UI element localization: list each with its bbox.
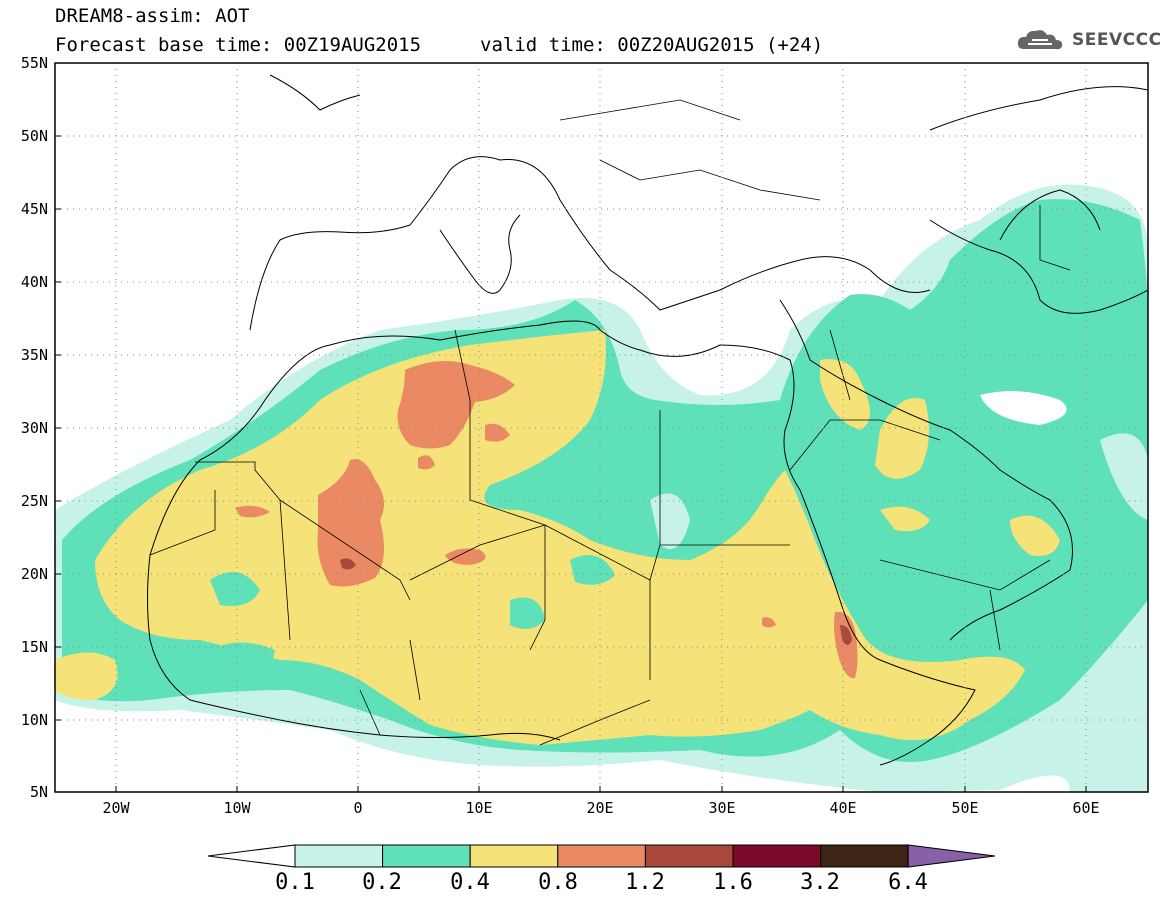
lon-label: 20E — [586, 799, 613, 817]
lat-label: 15N — [21, 638, 48, 656]
lat-label: 45N — [21, 200, 48, 218]
aot-level-0.8 — [397, 361, 515, 449]
forecast-base-time: Forecast base time: 00Z19AUG2015 — [55, 34, 422, 56]
lat-label: 25N — [21, 492, 48, 510]
colorbar-label: 0.2 — [362, 870, 402, 895]
colorbar-swatch — [557, 844, 646, 868]
colorbar-arrow-high — [907, 844, 996, 868]
map-title: DREAM8-assim: AOT — [55, 5, 250, 27]
colorbar-swatch — [644, 844, 734, 868]
aot-field — [55, 63, 1148, 792]
colorbar-label: 6.4 — [888, 870, 928, 895]
colorbar-label: 0.8 — [538, 870, 578, 895]
lat-label: 10N — [21, 711, 48, 729]
lat-labels: 55N 50N 45N 40N 35N 30N 25N 20N 15N 10N … — [21, 54, 48, 801]
lon-label: 10W — [223, 799, 251, 817]
tick-marks — [55, 62, 1087, 793]
cloud-icon — [1017, 30, 1063, 50]
lat-label: 20N — [21, 565, 48, 583]
lat-label: 55N — [21, 54, 48, 72]
lon-label: 10E — [465, 799, 492, 817]
lon-label: 50E — [951, 799, 978, 817]
lon-label: 40E — [829, 799, 856, 817]
colorbar-swatch — [820, 844, 909, 868]
colorbar-label: 1.6 — [713, 870, 753, 895]
colorbar-swatch — [732, 844, 822, 868]
colorbar-swatch — [294, 844, 384, 868]
colorbar-labels: 0.1 0.2 0.4 0.8 1.2 1.6 3.2 6.4 — [275, 870, 928, 895]
lon-labels: 20W 10W 0 10E 20E 30E 40E 50E 60E — [102, 799, 1099, 817]
lon-label: 60E — [1072, 799, 1099, 817]
lat-label: 35N — [21, 346, 48, 364]
colorbar-label: 0.4 — [450, 870, 490, 895]
colorbar-label: 0.1 — [275, 870, 315, 895]
lon-label: 20W — [102, 799, 130, 817]
colorbar-label: 1.2 — [625, 870, 665, 895]
country-borders — [149, 99, 1071, 746]
lat-label: 5N — [30, 783, 48, 801]
logo-text: SEEVCCC — [1072, 30, 1162, 50]
lon-label: 30E — [708, 799, 735, 817]
lat-label: 30N — [21, 419, 48, 437]
valid-time: valid time: 00Z20AUG2015 (+24) — [480, 34, 824, 56]
lon-label: 0 — [353, 799, 362, 817]
colorbar-arrow-low — [207, 844, 296, 868]
seevccc-logo: SEEVCCC — [1016, 26, 1162, 54]
lat-label: 50N — [21, 127, 48, 145]
grid-lines — [55, 63, 1148, 792]
colorbar-label: 3.2 — [800, 870, 840, 895]
lat-label: 40N — [21, 273, 48, 291]
colorbar-swatch — [469, 844, 559, 868]
colorbar-swatch — [382, 844, 471, 868]
aot-level-1.2 — [340, 558, 356, 570]
aot-level-0.4 — [95, 330, 1025, 745]
colorbar — [207, 844, 996, 868]
coastlines — [147, 74, 1148, 766]
